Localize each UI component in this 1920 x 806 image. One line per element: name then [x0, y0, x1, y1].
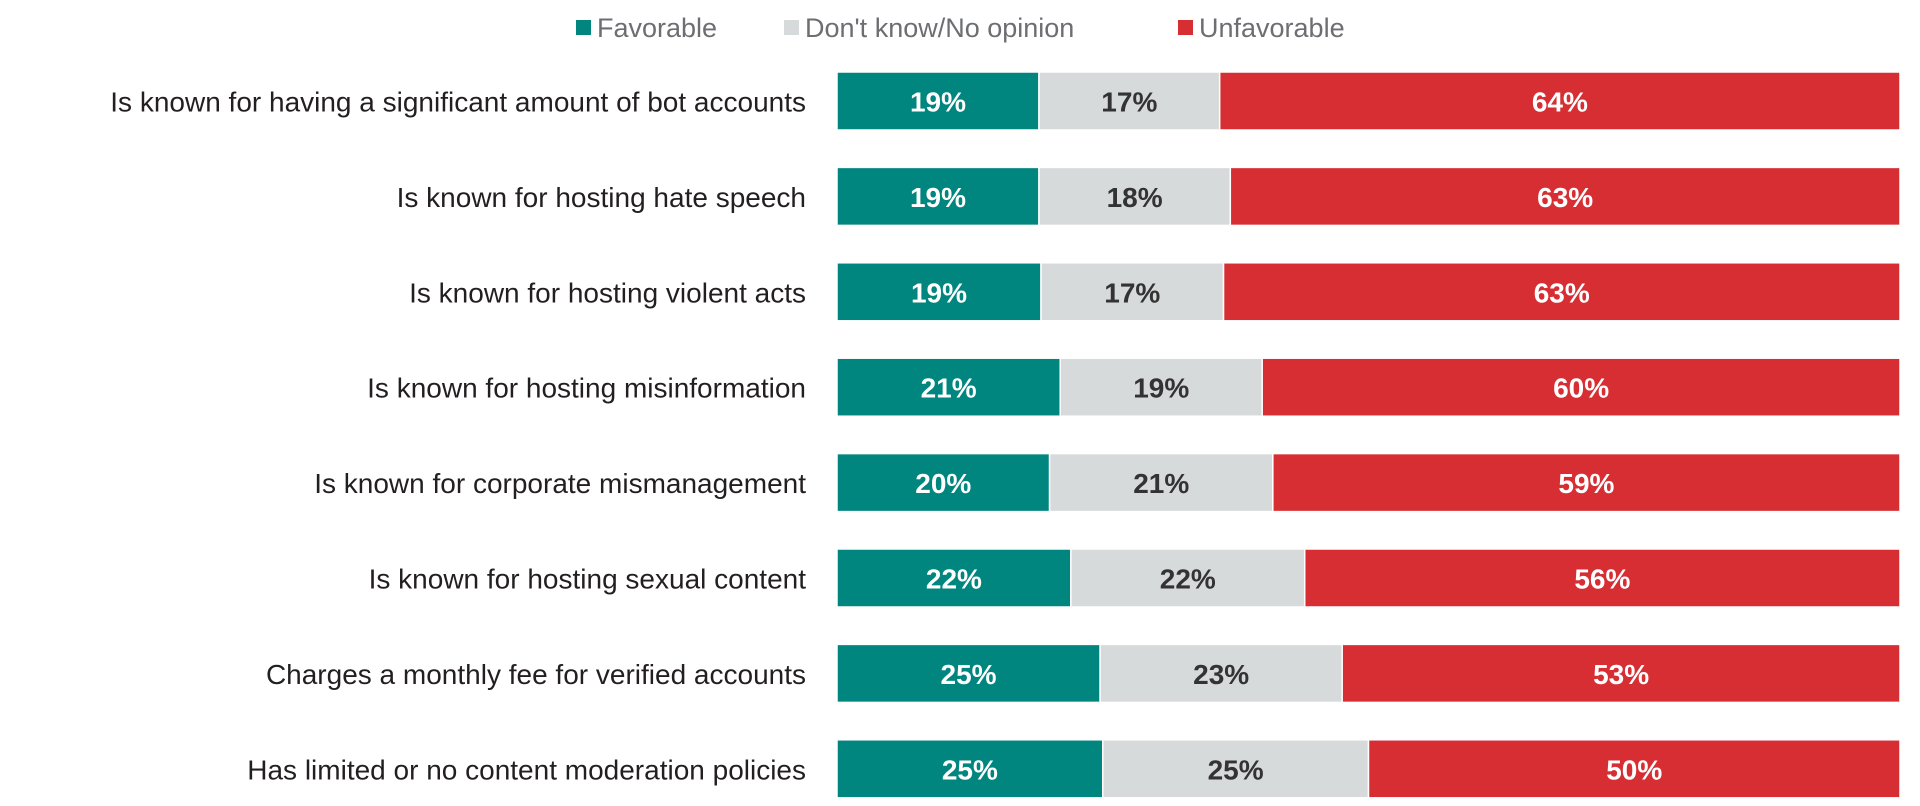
bars — [836, 71, 1901, 799]
value-labels: 19% 17% 64% 19% 18% 63% 19% 17% 63% 21% 19% 60% 20% 2… — [910, 87, 1662, 786]
legend-label-unfavorable: Unfavorable — [1199, 13, 1345, 43]
value-label-favorable: 19% — [910, 182, 966, 213]
value-label-unfavorable: 53% — [1593, 659, 1649, 690]
value-label-don-t-know-no-opinion: 17% — [1104, 277, 1160, 308]
bar-segment-unfavorable — [1218, 71, 1901, 131]
bar-segment-don-t-know-no-opinion — [1038, 71, 1221, 131]
value-label-favorable: 22% — [926, 564, 982, 595]
bar-segment-favorable — [836, 452, 1051, 513]
value-label-don-t-know-no-opinion: 21% — [1133, 468, 1189, 499]
value-label-unfavorable: 56% — [1574, 564, 1630, 595]
value-label-unfavorable: 60% — [1553, 373, 1609, 404]
bar-segment-unfavorable — [1303, 548, 1901, 608]
bar-segment-unfavorable — [1261, 357, 1901, 417]
value-label-favorable: 19% — [910, 87, 966, 118]
chart-legend: Favorable Don't know/No opinion Unfavorabl… — [576, 13, 1345, 43]
value-label-favorable: 20% — [915, 468, 971, 499]
category-label: Charges a monthly fee for verified accou… — [266, 659, 806, 690]
category-label: Is known for corporate mismanagement — [314, 468, 806, 499]
bar-segment-don-t-know-no-opinion — [1070, 548, 1306, 608]
bar-segment-favorable — [836, 262, 1042, 322]
value-label-favorable: 21% — [921, 373, 977, 404]
category-label: Is known for having a significant amount… — [110, 87, 806, 118]
bar-segment-unfavorable — [1341, 643, 1901, 704]
category-label: Is known for hosting sexual content — [369, 564, 807, 595]
value-label-favorable: 25% — [942, 754, 998, 785]
legend-label-favorable: Favorable — [597, 13, 717, 43]
bar-segment-favorable — [836, 739, 1104, 799]
bar-segment-don-t-know-no-opinion — [1040, 262, 1225, 322]
bar-segment-don-t-know-no-opinion — [1038, 166, 1232, 227]
value-label-don-t-know-no-opinion: 18% — [1107, 182, 1163, 213]
category-label: Is known for hosting violent acts — [409, 277, 806, 308]
value-label-unfavorable: 59% — [1558, 468, 1614, 499]
bar-segment-unfavorable — [1367, 739, 1901, 799]
value-label-don-t-know-no-opinion: 25% — [1208, 754, 1264, 785]
value-label-don-t-know-no-opinion: 23% — [1193, 659, 1249, 690]
bar-segment-favorable — [836, 643, 1101, 704]
bar-segment-favorable — [836, 548, 1072, 608]
bar-segment-unfavorable — [1222, 262, 1901, 322]
legend-swatch-unfavorable — [1178, 20, 1193, 35]
bar-segment-unfavorable — [1229, 166, 1901, 227]
bar-segment-favorable — [836, 357, 1061, 417]
bar-segment-don-t-know-no-opinion — [1048, 452, 1274, 513]
bar-segment-don-t-know-no-opinion — [1102, 739, 1370, 799]
value-label-unfavorable: 63% — [1534, 277, 1590, 308]
value-label-unfavorable: 50% — [1606, 754, 1662, 785]
legend-swatch-don-t-know-no-opinion — [784, 20, 799, 35]
value-label-unfavorable: 63% — [1537, 182, 1593, 213]
legend-swatch-favorable — [576, 20, 591, 35]
category-label: Is known for hosting misinformation — [367, 373, 806, 404]
category-label: Has limited or no content moderation pol… — [247, 754, 806, 785]
value-label-don-t-know-no-opinion: 17% — [1101, 87, 1157, 118]
value-label-unfavorable: 64% — [1532, 87, 1588, 118]
value-label-don-t-know-no-opinion: 19% — [1133, 373, 1189, 404]
legend-label-don-t-know-no-opinion: Don't know/No opinion — [805, 13, 1074, 43]
bar-segment-don-t-know-no-opinion — [1099, 643, 1343, 704]
bar-segment-unfavorable — [1272, 452, 1901, 513]
value-label-don-t-know-no-opinion: 22% — [1160, 564, 1216, 595]
value-label-favorable: 25% — [941, 659, 997, 690]
value-label-favorable: 19% — [911, 277, 967, 308]
category-labels: Is known for having a significant amount… — [110, 87, 806, 786]
category-label: Is known for hosting hate speech — [397, 182, 806, 213]
bar-segment-favorable — [836, 71, 1040, 131]
